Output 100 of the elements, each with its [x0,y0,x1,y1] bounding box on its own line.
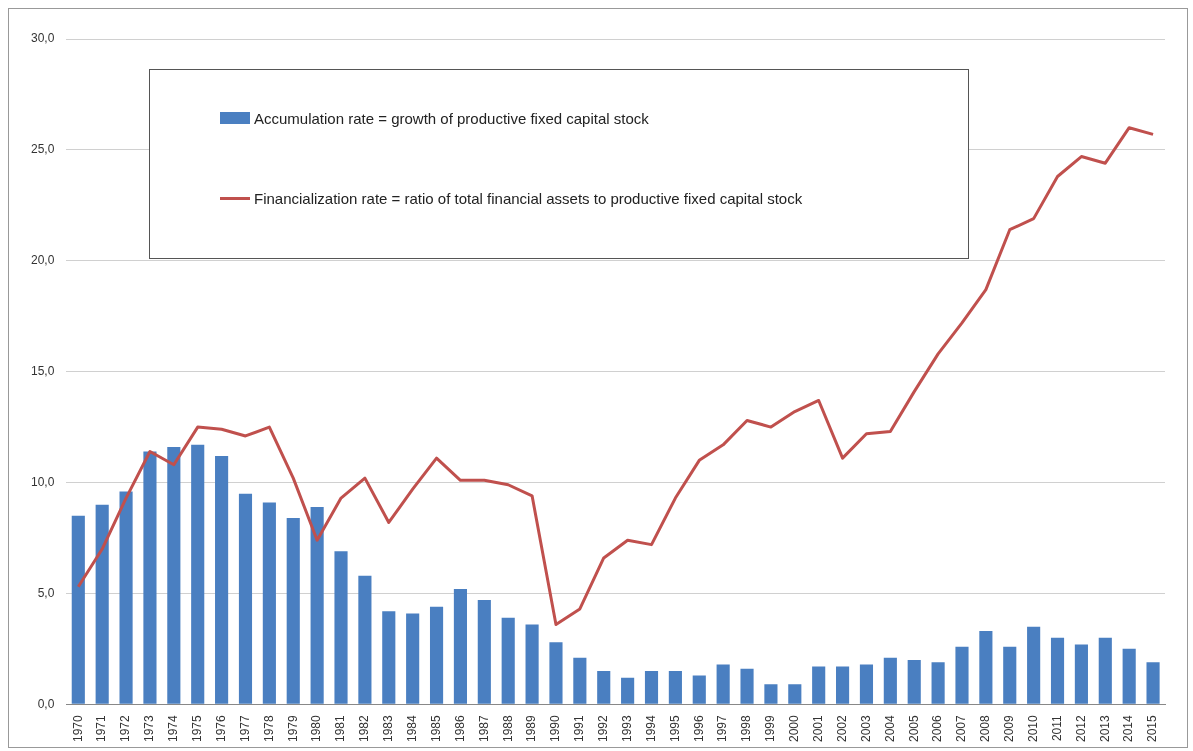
bar [382,611,396,704]
x-tick-label: 1992 [596,714,611,743]
x-tick-label: 1985 [428,714,443,743]
bar [286,518,300,704]
x-tick-label: 1999 [763,714,778,743]
bar [429,606,444,704]
y-tick-label: 15,0 [31,363,55,378]
bar [334,551,348,704]
x-tick-label: 2008 [978,714,993,743]
bar [119,491,133,704]
bar [907,659,921,704]
legend-label: Accumulation rate = growth of productive fixed capital stock [254,109,649,127]
x-tick-label: 1994 [643,714,658,743]
bar [167,447,181,704]
x-tick-label: 1977 [237,714,252,743]
bar [1098,637,1112,704]
x-tick-label: 1970 [70,714,85,743]
y-tick-label: 10,0 [31,474,55,489]
x-tick-label: 1983 [381,714,396,743]
bar [573,657,587,704]
x-tick-label: 1976 [213,714,228,743]
x-tick-label: 1995 [667,714,682,743]
x-tick-label: 1993 [619,714,634,743]
y-tick-label: 5,0 [37,585,55,600]
x-tick-label: 2001 [811,714,825,743]
bar [191,444,205,704]
bar [716,664,730,704]
bar [406,613,420,704]
bar [549,642,563,704]
legend-label: Financialization rate = ratio of total financial assets to productive fixed capital stock [254,189,803,207]
bar [668,671,682,704]
bar [71,515,85,704]
y-tick-label: 20,0 [31,253,55,268]
x-tick-label: 1975 [190,714,205,743]
bar [931,662,945,704]
bar [1027,626,1041,704]
x-tick-label: 2005 [906,714,921,743]
bar [979,631,993,704]
bar [788,684,802,704]
bar [883,657,897,704]
x-tick-label: 2003 [858,714,873,743]
y-tick-label: 30,0 [31,31,55,46]
bar [501,617,515,704]
bar [477,600,491,704]
x-tick-label: 1986 [452,714,467,743]
x-tick-label: 1980 [309,714,324,743]
bar [812,666,826,704]
bar [143,451,157,704]
bar [238,493,253,704]
bar [215,455,229,704]
bar [1074,644,1088,704]
x-tick-label: 2013 [1097,714,1112,743]
x-tick-label: 2007 [954,714,969,743]
bar [955,646,969,704]
x-tick-label: 1996 [691,714,706,743]
x-tick-label: 1989 [524,714,539,743]
bar [836,666,850,704]
bar [597,671,611,704]
x-tick-label: 1991 [572,714,587,743]
x-tick-label: 1978 [261,714,276,743]
x-tick-label: 2012 [1073,714,1088,743]
x-tick-label: 1972 [118,714,133,743]
bar [358,575,372,704]
x-tick-label: 1973 [142,714,157,743]
bar [525,624,539,704]
bar [1122,648,1136,704]
x-tick-label: 2004 [882,714,897,743]
bar [453,588,467,704]
x-tick-label: 2014 [1121,714,1136,743]
x-tick-label: 1990 [548,714,563,743]
bar [1146,662,1160,704]
x-tick-label: 2002 [834,714,849,743]
y-tick-label: 0,0 [37,696,55,711]
x-tick-label: 2015 [1145,714,1160,743]
x-tick-label: 2010 [1025,714,1040,743]
bar [764,684,778,704]
bar [310,506,324,704]
x-tick-label: 1988 [500,714,515,743]
x-tick-label: 1979 [285,714,300,743]
y-tick-label: 25,0 [31,142,55,157]
x-tick-label: 1987 [476,714,491,743]
x-tick-label: 1984 [404,714,419,743]
bar [692,675,706,704]
bar [859,664,874,704]
x-tick-label: 2011 [1049,714,1064,742]
bar [740,668,754,704]
bar [1050,637,1065,704]
bar [262,502,276,704]
x-tick-label: 2009 [1002,714,1017,743]
x-tick-label: 1971 [94,714,109,743]
bar [95,504,109,704]
x-tick-label: 1981 [333,714,348,743]
x-tick-label: 1998 [739,714,754,743]
x-tick-label: 1982 [357,714,372,743]
bar [621,677,635,704]
x-tick-label: 1997 [715,714,730,743]
x-tick-label: 1974 [166,714,181,743]
x-tick-label: 2006 [930,714,945,743]
bar [1003,646,1017,704]
x-tick-label: 2000 [787,714,802,743]
